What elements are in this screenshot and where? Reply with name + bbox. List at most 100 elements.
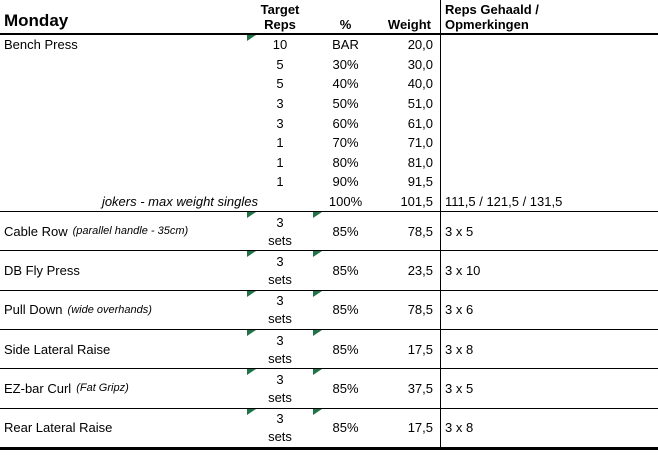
weight-cell[interactable]: 40,0 (378, 74, 440, 94)
notes-value: 3 x 5 (445, 223, 474, 239)
percent-cell[interactable]: 30% (313, 55, 378, 75)
target-reps-cell[interactable]: 1 (247, 152, 313, 172)
exercise-name-cell[interactable] (0, 113, 247, 133)
jokers-label-cell[interactable]: jokers - max weight singles (0, 192, 313, 212)
notes-cell[interactable]: 3 x 5 (440, 369, 658, 407)
percent-cell[interactable]: 85% (313, 408, 378, 447)
sets-cell[interactable]: 3 sets (247, 251, 313, 289)
notes-cell[interactable] (440, 113, 658, 133)
notes-cell[interactable]: 111,5 / 121,5 / 131,5 (440, 192, 658, 212)
exercise-name-cell[interactable]: Bench Press (0, 35, 247, 55)
notes-cell[interactable] (440, 35, 658, 55)
table-row: 1 90% 91,5 (0, 172, 658, 192)
percent-cell[interactable]: 85% (313, 212, 378, 250)
notes-cell[interactable] (440, 172, 658, 192)
weight-cell[interactable]: 37,5 (378, 369, 440, 407)
weight-cell[interactable]: 20,0 (378, 35, 440, 55)
exercise-name-cell[interactable] (0, 152, 247, 172)
weight-header[interactable]: Weight (378, 0, 440, 33)
notes-cell[interactable]: 3 x 6 (440, 291, 658, 329)
weight-value: 71,0 (407, 135, 433, 151)
sets-cell[interactable]: 3 sets (247, 329, 313, 368)
notes-cell[interactable]: 3 x 5 (440, 212, 658, 250)
percent-value: 85% (332, 341, 359, 357)
target-reps-cell[interactable]: 5 (247, 55, 313, 75)
notes-value: 3 x 10 (445, 262, 481, 278)
exercise-name-cell[interactable] (0, 133, 247, 153)
exercise-name-cell[interactable]: DB Fly Press (0, 251, 247, 289)
exercise-detail: (wide overhands) (67, 303, 152, 316)
sets-cell[interactable]: 3 sets (247, 369, 313, 407)
sets-cell[interactable]: 3 sets (247, 212, 313, 250)
weight-cell[interactable]: 101,5 (378, 192, 440, 212)
exercise-detail: (parallel handle - 35cm) (72, 225, 189, 238)
exercise-name-cell[interactable]: Pull Down (wide overhands) (0, 291, 247, 329)
notes-cell[interactable] (440, 74, 658, 94)
sets-cell[interactable]: 3 sets (247, 408, 313, 447)
exercise-name-cell[interactable] (0, 94, 247, 114)
weight-cell[interactable]: 78,5 (378, 291, 440, 329)
target-reps-header[interactable]: Target Reps (247, 0, 313, 33)
notes-header[interactable]: Reps Gehaald / Opmerkingen (440, 0, 658, 33)
day-header[interactable]: Monday (0, 0, 247, 33)
percent-header-label: % (339, 17, 352, 32)
percent-value: 85% (332, 223, 359, 239)
weight-cell[interactable]: 23,5 (378, 251, 440, 289)
target-reps-value: 3 (276, 115, 284, 131)
notes-value: 3 x 8 (445, 420, 474, 436)
target-reps-header-line2: Reps (264, 17, 296, 32)
percent-header[interactable]: % (313, 0, 378, 33)
exercise-name-cell[interactable]: Cable Row (parallel handle - 35cm) (0, 212, 247, 250)
weight-cell[interactable]: 78,5 (378, 212, 440, 250)
weight-cell[interactable]: 71,0 (378, 133, 440, 153)
percent-cell[interactable]: 70% (313, 133, 378, 153)
exercise-name-cell[interactable]: EZ-bar Curl (Fat Gripz) (0, 369, 247, 407)
percent-cell[interactable]: 60% (313, 113, 378, 133)
exercise-name-cell[interactable] (0, 74, 247, 94)
percent-cell[interactable]: 100% (313, 192, 378, 212)
weight-cell[interactable]: 30,0 (378, 55, 440, 75)
notes-cell[interactable]: 3 x 8 (440, 330, 658, 368)
sets-cell[interactable]: 3 sets (247, 290, 313, 329)
percent-cell[interactable]: 85% (313, 369, 378, 407)
target-reps-cell[interactable]: 10 (247, 35, 313, 55)
notes-cell[interactable] (440, 55, 658, 75)
percent-cell[interactable]: 85% (313, 329, 378, 368)
exercise-name-cell[interactable]: Rear Lateral Raise (0, 409, 247, 447)
exercise-name-cell[interactable]: Side Lateral Raise (0, 330, 247, 368)
weight-cell[interactable]: 51,0 (378, 94, 440, 114)
percent-cell[interactable]: 90% (313, 172, 378, 192)
percent-cell[interactable]: BAR (313, 35, 378, 55)
target-reps-cell[interactable]: 1 (247, 172, 313, 192)
target-reps-cell[interactable]: 5 (247, 74, 313, 94)
target-reps-value: 1 (276, 154, 284, 170)
table-row: 3 50% 51,0 (0, 94, 658, 114)
target-reps-cell[interactable]: 3 (247, 94, 313, 114)
weight-cell[interactable]: 81,0 (378, 152, 440, 172)
notes-cell[interactable]: 3 x 8 (440, 409, 658, 447)
error-indicator-icon (313, 408, 322, 415)
notes-cell[interactable] (440, 152, 658, 172)
weight-cell[interactable]: 17,5 (378, 409, 440, 447)
exercise-name-cell[interactable] (0, 172, 247, 192)
exercise-row-ez-bar-curl: EZ-bar Curl (Fat Gripz) 3 sets 85% 37,5 3 … (0, 369, 658, 409)
weight-cell[interactable]: 17,5 (378, 330, 440, 368)
percent-cell[interactable]: 85% (313, 290, 378, 329)
notes-value: 3 x 6 (445, 302, 474, 318)
percent-cell[interactable]: 80% (313, 152, 378, 172)
percent-value: 40% (332, 76, 359, 92)
percent-cell[interactable]: 40% (313, 74, 378, 94)
percent-cell[interactable]: 85% (313, 251, 378, 289)
exercise-name: EZ-bar Curl (4, 380, 72, 396)
exercise-name-cell[interactable] (0, 55, 247, 75)
weight-cell[interactable]: 91,5 (378, 172, 440, 192)
target-reps-cell[interactable]: 1 (247, 133, 313, 153)
notes-cell[interactable]: 3 x 10 (440, 251, 658, 289)
weight-cell[interactable]: 61,0 (378, 113, 440, 133)
notes-cell[interactable] (440, 94, 658, 114)
notes-cell[interactable] (440, 133, 658, 153)
target-reps-cell[interactable]: 3 (247, 113, 313, 133)
table-row: 1 80% 81,0 (0, 152, 658, 172)
percent-cell[interactable]: 50% (313, 94, 378, 114)
